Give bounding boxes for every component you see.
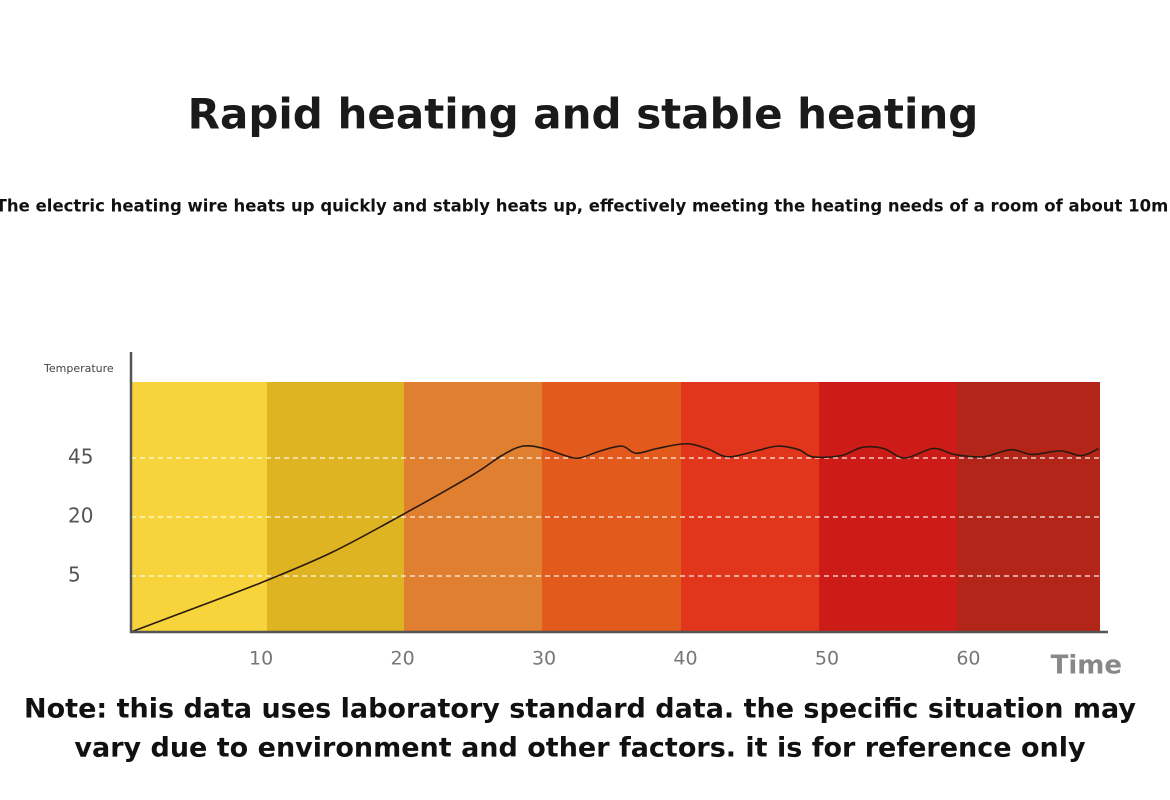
note-line: vary due to environment and other factor…	[74, 733, 1086, 764]
x-tick-label: 10	[249, 648, 273, 670]
band	[404, 382, 543, 632]
x-tick-label: 40	[673, 648, 697, 670]
x-axis-label: Time	[1051, 651, 1122, 681]
subtitle: The electric heating wire heats up quick…	[0, 197, 1168, 216]
x-tick-label: 20	[391, 648, 415, 670]
y-tick-label: 5	[68, 563, 81, 587]
band	[681, 382, 820, 632]
temperature-line	[130, 442, 1099, 633]
note-line: Note: this data uses laboratory standard…	[24, 694, 1136, 725]
plot	[130, 442, 1100, 633]
y-tick-label: 45	[68, 445, 93, 469]
heat-bands	[131, 382, 1100, 632]
y-axis-label: Temperature	[43, 362, 114, 375]
band	[267, 382, 405, 632]
x-tick-label: 30	[532, 648, 556, 670]
y-tick-label: 20	[68, 504, 93, 528]
band	[131, 382, 268, 632]
band	[957, 382, 1100, 632]
x-tick-label: 50	[815, 648, 839, 670]
band	[819, 382, 958, 632]
x-tick-label: 60	[956, 648, 980, 670]
band	[542, 382, 682, 632]
title: Rapid heating and stable heating	[188, 90, 979, 139]
